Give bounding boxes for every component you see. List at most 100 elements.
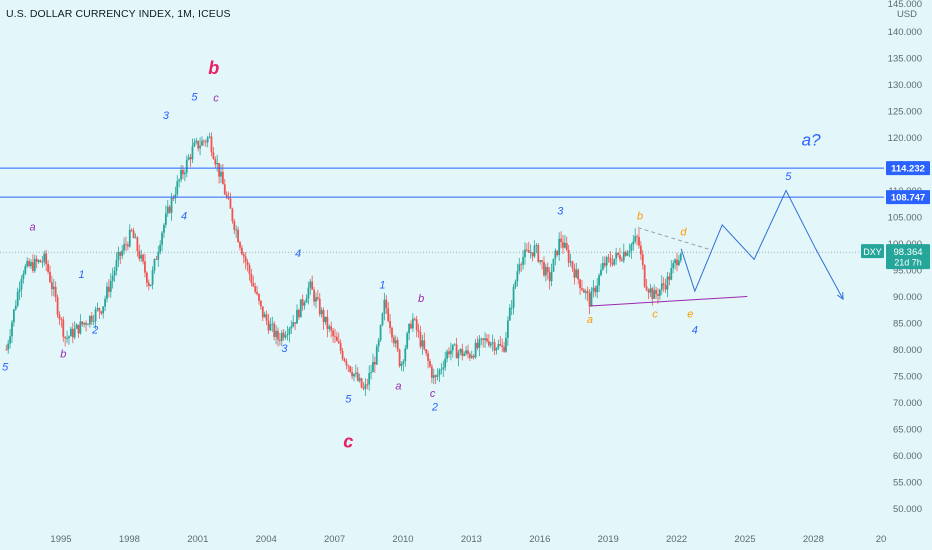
candle-body [126,244,129,247]
candle-body [379,325,382,341]
candle-body [315,297,317,302]
level-badge-lower-bg [886,190,930,205]
candle-body [391,328,393,338]
candle-body [349,366,352,372]
time-tick-label: 1998 [119,534,140,545]
candle-body [35,258,38,262]
candle-body [516,271,519,282]
candle-body [220,171,222,177]
candle-body [204,141,207,143]
candle-body [39,260,42,263]
candle-body [69,328,72,337]
candle-body [280,332,283,341]
candle-body [634,236,637,242]
candle-body [261,306,264,318]
candle-body [506,320,509,338]
candle-body [463,353,466,356]
time-tick-label: 2028 [803,534,824,545]
candle-body [52,286,55,290]
candle-body [259,300,262,307]
candle-body [254,286,257,292]
candle-body [96,308,99,310]
candle-body [163,224,165,233]
candle-body [362,387,365,389]
candle-body [157,252,160,260]
candle-body [144,261,146,273]
candle-body [303,302,306,306]
time-tick-label: 2004 [256,534,277,545]
candle-body [508,307,511,321]
candle-body [77,324,80,334]
candle-body [510,307,513,309]
candle-body [468,353,471,358]
candle-body [524,249,526,258]
candle-body [288,328,291,335]
level-badge-lower: 108.747 [891,193,925,204]
candle-body [263,314,266,318]
candle-body [106,286,108,299]
candle-body [459,349,462,353]
candle-body [444,358,447,368]
candle-body [611,262,614,265]
candle-body [577,269,580,280]
candle-body [649,288,652,293]
time-tick-label: 2019 [598,534,619,545]
candle-body [375,346,378,365]
candle-body [159,244,162,253]
candle-body [202,140,205,142]
candle-body [387,308,390,322]
candle-body [461,349,464,356]
candle-body [554,250,557,259]
candle-body [237,229,239,243]
candle-body [341,350,344,359]
candle-body [299,299,302,318]
candle-body [225,194,228,197]
candle-body [413,318,416,320]
candle-body [73,328,76,338]
candle-body [465,350,467,354]
candle-body [233,221,236,230]
candle-body [195,140,198,143]
candle-body [404,348,407,362]
candle-body [489,343,492,346]
candle-body [565,243,568,250]
candle-body [223,184,226,195]
candle-body [33,258,36,271]
candle-body [104,298,106,307]
candle-body [535,245,538,246]
candle-body [62,319,65,337]
candle-body [123,244,125,251]
candle-body [423,340,426,350]
candle-body [613,258,616,265]
price-tick-label: 90.000 [893,292,922,303]
candle-body [592,287,595,292]
candle-body [653,290,656,299]
candle-body [402,361,405,364]
candle-body [242,254,245,257]
wave-label: 3 [281,343,288,355]
time-scale-background [0,526,932,550]
candle-body [166,206,169,214]
wave-label: d [680,227,687,239]
candle-body [677,260,680,266]
candle-body [151,270,154,285]
candle-body [43,253,46,262]
candle-body [246,261,249,266]
candle-body [75,324,78,329]
price-tick-label: 130.000 [888,80,922,91]
candle-body [563,243,566,248]
candle-body [297,309,300,318]
candle-body [250,274,253,283]
wave-label: e [687,309,693,321]
candle-body [392,337,395,344]
candle-body [594,287,597,293]
price-tick-label: 55.000 [893,478,922,489]
candle-body [24,266,27,274]
candle-body [326,316,329,329]
candle-body [47,263,49,272]
candle-body [305,298,308,303]
candle-body [275,330,277,337]
